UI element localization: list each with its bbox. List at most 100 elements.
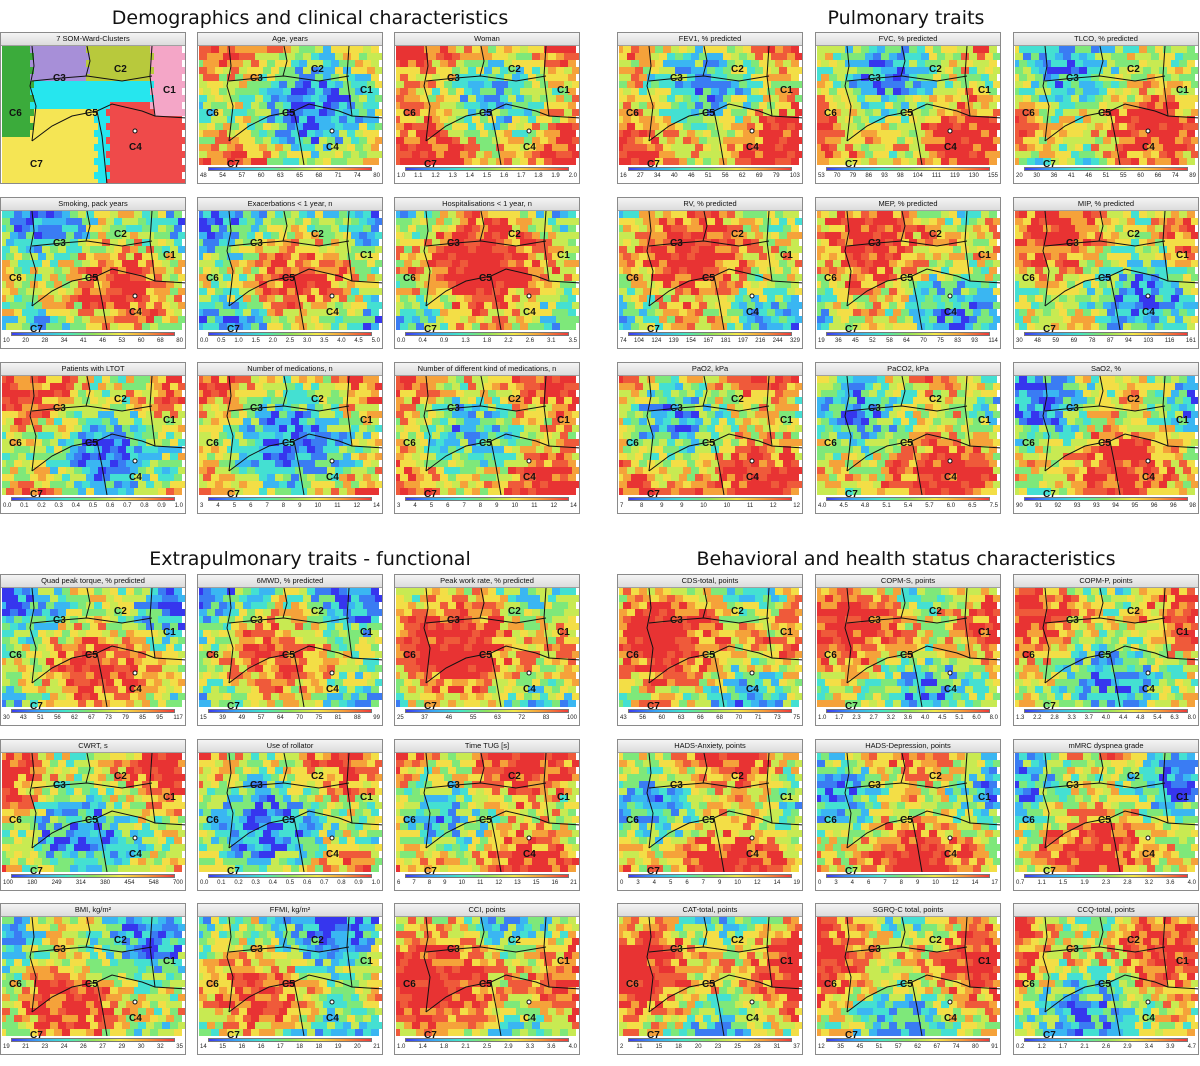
cluster-label-c2: C2 (1127, 64, 1140, 75)
cluster-label-c2: C2 (311, 64, 324, 75)
tick-label: 114 (988, 338, 998, 344)
cluster-label-c6: C6 (403, 815, 416, 826)
cluster-label-c4: C4 (523, 849, 536, 860)
marker-point (132, 999, 138, 1005)
cluster-boundary (844, 46, 852, 142)
cluster-label-c3: C3 (250, 73, 263, 84)
heatmap-cells (619, 917, 802, 1036)
cluster-label-c7: C7 (1043, 701, 1056, 712)
cluster-boundary (1042, 917, 1050, 1013)
color-scale-bar (628, 709, 792, 713)
som-panel: HADS-Anxiety, points C1 C2 C3 C4 C5 C6 C7 0 3 4 5 6 7… (617, 739, 803, 891)
panel-title: Hospitalisations < 1 year, n (395, 198, 579, 211)
heatmap-cells (1015, 376, 1198, 495)
som-panel: Patients with LTOT C1 C2 C3 C4 C5 C6 C7 0.0 0.1 0.… (0, 362, 186, 514)
cluster-label-c1: C1 (978, 627, 991, 638)
tick-label: 700 (172, 880, 183, 886)
cluster-boundary (425, 782, 547, 789)
panel-title: Time TUG [s] (395, 740, 579, 753)
tick-label: 11 (746, 503, 754, 509)
cluster-label-c7: C7 (424, 866, 437, 877)
tick-label: 1.5 (482, 173, 492, 179)
cluster-label-c3: C3 (868, 238, 881, 249)
cluster-boundary (85, 211, 91, 242)
panel-title: Woman (395, 33, 579, 46)
cluster-label-c2: C2 (508, 64, 521, 75)
cluster-label-c7: C7 (30, 1030, 43, 1041)
tick-label: 117 (173, 715, 183, 721)
tick-label: 5 (232, 503, 237, 509)
tick-label: 43 (620, 715, 627, 721)
cluster-boundary (900, 588, 906, 619)
cluster-label-c3: C3 (868, 73, 881, 84)
cluster-label-c3: C3 (447, 615, 460, 626)
tick-label: 34 (60, 338, 68, 344)
marker-point (329, 835, 335, 841)
som-panel: PaCO2, kPa C1 C2 C3 C4 C5 C6 C7 4.0 4.5 4.8 5.1 5.4 5… (815, 362, 1001, 514)
cluster-boundary (425, 75, 547, 82)
cluster-label-c4: C4 (746, 1013, 759, 1024)
som-panel: FVC, % predicted C1 C2 C3 C4 C5 C6 C7 53 70 79 86 93… (815, 32, 1001, 184)
tick-label: 167 (703, 338, 714, 344)
cluster-boundary (282, 46, 288, 77)
cluster-boundary (1042, 46, 1050, 142)
tick-label: 4.8 (860, 503, 870, 509)
cluster-boundary (1098, 376, 1104, 407)
color-scale-bar (628, 1038, 792, 1042)
color-scale-bar (208, 1038, 372, 1042)
tick-label: 9 (660, 503, 664, 509)
tick-label: 8 (427, 880, 432, 886)
cluster-label-c4: C4 (523, 472, 536, 483)
cluster-label-c4: C4 (746, 684, 759, 695)
tick-label: 4.4 (1118, 715, 1128, 721)
tick-label: 30 (1033, 173, 1041, 179)
cluster-label-c2: C2 (508, 606, 521, 617)
tick-label: 0.9 (157, 503, 166, 509)
tick-label: 0.0 (3, 503, 12, 509)
cluster-boundary (846, 240, 968, 247)
tick-label: 96 (1150, 503, 1158, 509)
cluster-label-c6: C6 (9, 815, 22, 826)
cluster-boundary (29, 376, 37, 472)
cluster-boundary (543, 753, 579, 826)
marker-point (132, 835, 138, 841)
cluster-label-c1: C1 (780, 415, 793, 426)
marker-point (947, 670, 953, 676)
cluster-boundary (900, 376, 906, 407)
tick-label: 3.4 (1144, 1044, 1154, 1050)
tick-label: 4.0 (337, 338, 346, 344)
tick-label: 8.0 (1187, 715, 1196, 721)
tick-label: 2.6 (525, 338, 535, 344)
cluster-label-c7: C7 (227, 159, 240, 170)
tick-label: 75 (793, 715, 800, 721)
color-scale-ticks: 19 21 23 24 26 27 29 30 32 35 (3, 1044, 183, 1053)
tick-label: 6.0 (972, 715, 981, 721)
tick-label: 15 (532, 880, 540, 886)
heatmap-cells (817, 46, 1000, 165)
color-scale-ticks: 30 48 59 69 78 87 94 103 116 161 (1016, 338, 1196, 347)
tick-label: 8 (281, 503, 286, 509)
cluster-label-c6: C6 (403, 650, 416, 661)
cluster-boundary (85, 588, 91, 619)
color-scale-ticks: 25 37 46 55 63 72 83 100 (397, 715, 577, 724)
tick-label: 9 (495, 503, 499, 509)
tick-label: 181 (720, 338, 731, 344)
cluster-boundary (543, 211, 579, 284)
tick-label: 3.6 (903, 715, 913, 721)
tick-label: 46 (1085, 173, 1092, 179)
cluster-boundary (346, 211, 382, 284)
cluster-label-c6: C6 (626, 438, 639, 449)
cluster-boundary (149, 376, 185, 449)
cluster-label-c2: C2 (114, 771, 127, 782)
cluster-boundary (293, 652, 305, 707)
cluster-label-c5: C5 (479, 650, 492, 661)
marker-point (526, 458, 532, 464)
panel-title: TLCO, % predicted (1014, 33, 1198, 46)
tick-label: 69 (755, 173, 763, 179)
heatmap-cells (199, 917, 382, 1036)
cluster-boundary (226, 917, 234, 1013)
tick-label: 5.0 (371, 338, 380, 344)
cluster-label-c1: C1 (557, 85, 570, 96)
tick-label: 1.5 (1058, 880, 1068, 886)
cluster-label-c6: C6 (403, 438, 416, 449)
